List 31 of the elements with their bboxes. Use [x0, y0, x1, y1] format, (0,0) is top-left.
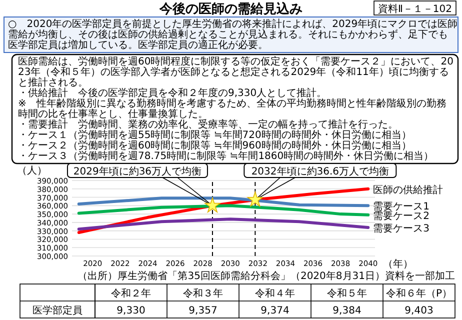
text: 医学部定員	[32, 304, 82, 316]
chart-title: 今後の医師の需給見込み	[158, 1, 302, 17]
series-label: 需要ケース3	[373, 223, 430, 234]
category-label: 令和６年（P）	[386, 288, 452, 300]
y-axis-title: （人）	[17, 166, 47, 176]
series-label: 需要ケース2	[373, 210, 430, 222]
category-label: 令和３年	[183, 288, 223, 300]
text: ※ 性年齢階級別に異なる勤務時間を考慮するため、全体の平均勤務時間と性年齢階級別の勤務時間の比を仕事率とし、仕事量換算した。	[18, 98, 446, 120]
text: 9,384	[332, 306, 362, 316]
text: 9,403	[404, 306, 434, 316]
category-label: 令和４年	[255, 288, 295, 300]
text: （出所）厚生労働省「第35回医師需給分科会」（2020年8月31日）資料を一部加工	[78, 270, 455, 282]
text: 9,357	[188, 306, 218, 316]
text: ・供給推計 今後の医学部定員を令和２年度の9,330人として推計。	[18, 87, 327, 99]
text: 資料Ⅱ－１－102	[378, 3, 452, 15]
text: ・需要推計 労働時間、業務の効率化、受療率等、一定の幅を持って推計を行った。	[18, 118, 398, 130]
x-axis-title: （年）	[383, 258, 413, 270]
text: ・ケース２（労働時間を週60時間に制限等 ≒年間960時間の時間外・休日労働に相当）	[18, 140, 412, 152]
category-label: 令和２年	[111, 288, 151, 300]
text: 9,374	[260, 306, 290, 316]
annotation: 2032年頃に約36.6万人で均衡	[251, 166, 390, 178]
chart-subtitle: ○ 2020年の医学部定員を前提とした厚生労働省の将来推計によれば、2029年頃にマクロでは医師需給が均衡し、その後は医師の供給過剰となることが見込まれる。それにもかかわらず、足下でも医学部定員は増加している。医学部定員の適正化が必要。	[8, 18, 458, 51]
line-series	[77, 204, 370, 216]
text: 医師需給は、労働時間を週60時間程度に制限する等の仮定をおく「需要ケース２」において、2023年（令和５年）の医学部入学者が医師となると想定される2029年（令和11年）頃に均衡すると推計される。	[18, 56, 454, 88]
category-label: 令和５年	[327, 288, 367, 300]
line-series	[77, 218, 370, 231]
text: ・ケース１（労働時間を週55時間に制限等 ≒年間720時間の時間外・休日労働に相当）	[18, 129, 412, 141]
text: ・ケース３（労働時間を週78.75時間に制限等 ≒年間1860時間の時間外・休日労働に相当）	[18, 150, 434, 162]
series-label: 医師の供給推計	[373, 184, 444, 196]
annotation: 2029年頃に約36万人で均衡	[73, 166, 202, 178]
text: 9,330	[116, 306, 146, 316]
